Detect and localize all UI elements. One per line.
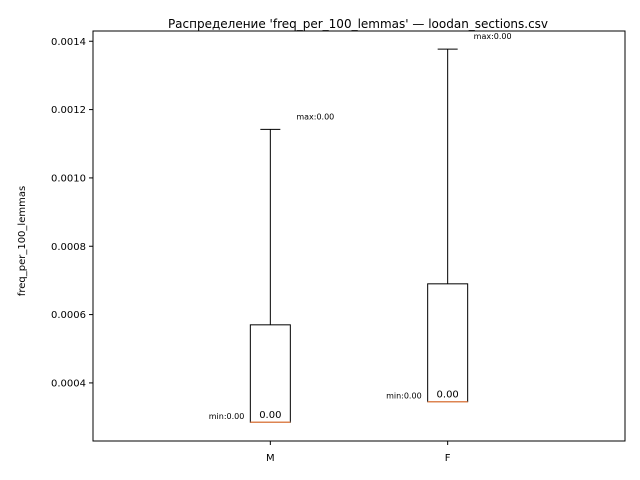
- min-annotation: min:0.00: [386, 392, 422, 401]
- chart-title: Распределение 'freq_per_100_lemmas' — lo…: [168, 17, 548, 31]
- x-tick-label: F: [445, 453, 451, 464]
- median-annotation: 0.00: [437, 390, 459, 401]
- y-tick-label: 0.0014: [51, 37, 86, 48]
- box-iqr: [427, 283, 469, 403]
- y-axis: 0.0004 0.0006 0.0008 0.0010 0.0012 0.0014: [51, 37, 93, 389]
- y-tick-label: 0.0008: [51, 242, 86, 253]
- x-tick-label: M: [266, 453, 275, 464]
- y-tick-label: 0.0012: [51, 105, 86, 116]
- box-group-m: max:0.00 min:0.00 0.00: [209, 112, 334, 423]
- y-axis-label: freq_per_100_lemmas: [17, 186, 28, 296]
- y-tick-label: 0.0010: [51, 173, 86, 184]
- median-annotation: 0.00: [259, 410, 281, 421]
- plot-area: [92, 30, 626, 442]
- y-tick-label: 0.0006: [51, 310, 86, 321]
- max-annotation: max:0.00: [474, 32, 512, 41]
- box-group-f: max:0.00 min:0.00 0.00: [386, 32, 512, 403]
- min-annotation: min:0.00: [209, 412, 245, 421]
- y-tick-label: 0.0004: [51, 378, 86, 389]
- boxes-layer: max:0.00 min:0.00 0.00 max:0.00 min:0.00 0.00: [209, 32, 512, 423]
- box-iqr: [249, 324, 291, 423]
- max-annotation: max:0.00: [296, 112, 334, 121]
